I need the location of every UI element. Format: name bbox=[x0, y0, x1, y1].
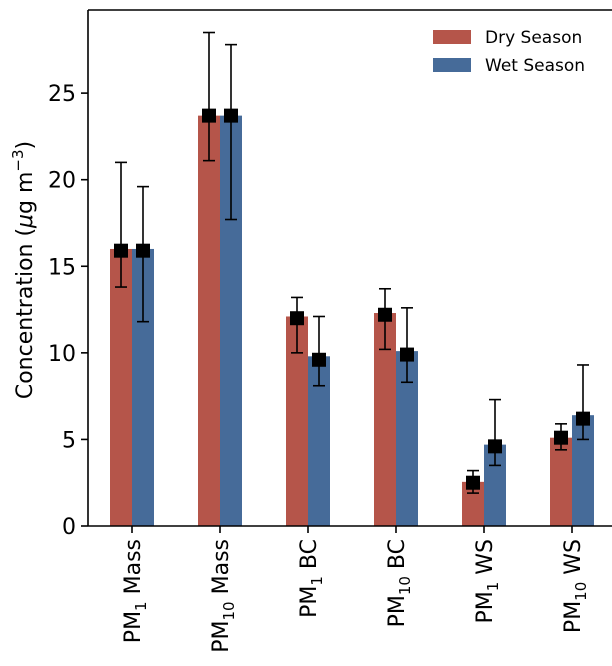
data-marker bbox=[554, 430, 568, 445]
axes-layer bbox=[87, 9, 612, 527]
x-tick-label: PM1 BC bbox=[297, 539, 326, 618]
legend-swatch-wet bbox=[433, 58, 471, 72]
y-tick-label: 10 bbox=[48, 342, 76, 367]
legend-label-wet: Wet Season bbox=[485, 56, 585, 76]
bar-wet-1 bbox=[220, 115, 242, 527]
data-marker bbox=[312, 352, 326, 367]
y-tick-labels: 0 5 10 15 20 25 bbox=[48, 82, 88, 540]
data-marker bbox=[136, 243, 150, 258]
svg-text:Concentration (μg m−3): Concentration (μg m−3) bbox=[9, 141, 38, 399]
bar-wet-5 bbox=[572, 415, 594, 526]
bar-dry-0 bbox=[110, 248, 132, 527]
x-tick-label: PM1 WS bbox=[473, 539, 502, 624]
bar-dry-5 bbox=[550, 437, 572, 526]
y-axis-title-mu: μ bbox=[13, 214, 38, 229]
data-marker bbox=[114, 243, 128, 258]
y-tick-label: 25 bbox=[48, 82, 76, 107]
legend-label-dry: Dry Season bbox=[485, 28, 582, 48]
bar-dry-2 bbox=[286, 316, 308, 526]
y-tick-label: 20 bbox=[48, 169, 76, 194]
y-axis-title-post: ) bbox=[13, 141, 38, 150]
data-marker bbox=[466, 475, 480, 490]
x-tick-label: PM10 WS bbox=[561, 539, 590, 633]
x-tick-labels: PM1 Mass PM10 Mass PM1 BC PM10 BC PM1 WS PM10… bbox=[121, 526, 590, 653]
bar-wet-3 bbox=[396, 351, 418, 526]
legend: Dry Season Wet Season bbox=[433, 28, 585, 76]
legend-swatch-dry bbox=[433, 30, 471, 44]
data-marker bbox=[400, 347, 414, 362]
data-marker bbox=[378, 307, 392, 322]
x-tick-label: PM10 Mass bbox=[209, 539, 238, 653]
data-marker bbox=[576, 411, 590, 426]
bar-dry-3 bbox=[374, 313, 396, 526]
data-marker bbox=[224, 108, 238, 123]
y-axis-title: Concentration (μg m−3) bbox=[9, 141, 38, 399]
data-marker bbox=[202, 108, 216, 123]
x-tick-label: PM10 BC bbox=[385, 539, 414, 627]
y-tick-label: 0 bbox=[62, 515, 76, 540]
bar-dry-1 bbox=[198, 115, 220, 527]
y-tick-label: 15 bbox=[48, 255, 76, 280]
y-tick-label: 5 bbox=[62, 428, 76, 453]
bar-wet-2 bbox=[308, 356, 330, 526]
y-axis-title-unit: g m bbox=[13, 172, 38, 214]
data-marker bbox=[290, 311, 304, 326]
y-axis-title-exponent: −3 bbox=[9, 149, 27, 171]
bars-layer bbox=[110, 115, 594, 527]
bar-wet-0 bbox=[132, 248, 154, 527]
x-tick-label: PM1 Mass bbox=[121, 539, 150, 643]
y-axis-title-pre: Concentration ( bbox=[13, 228, 38, 399]
error-bars-layer bbox=[114, 31, 590, 494]
data-marker bbox=[488, 439, 502, 454]
